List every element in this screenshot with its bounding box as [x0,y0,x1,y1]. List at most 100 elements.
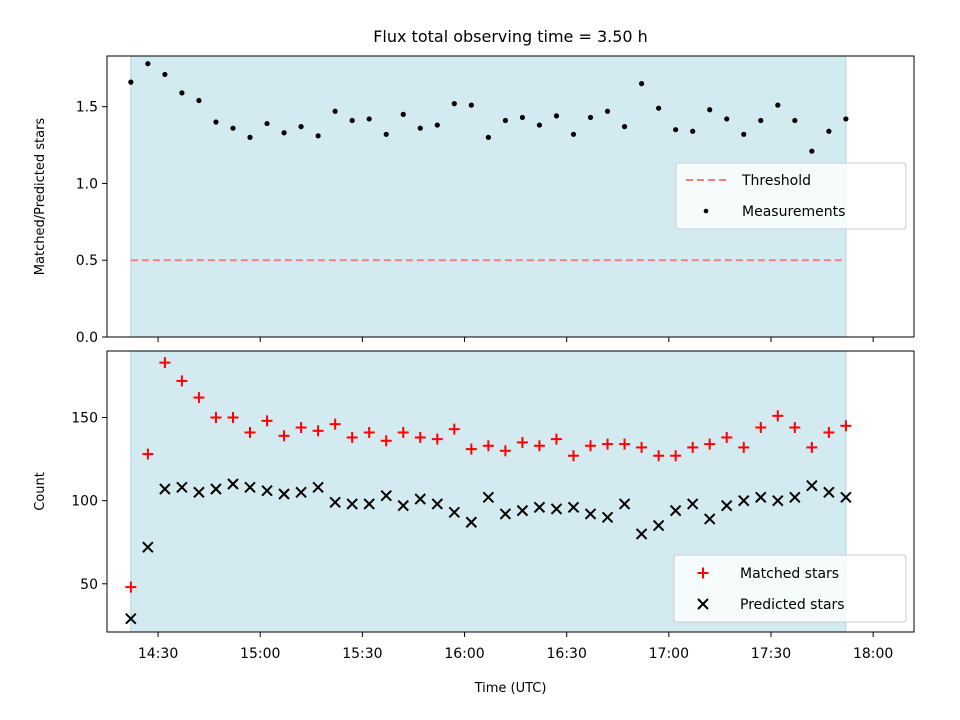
matched-star-point [823,426,835,438]
cross-stroke-b [618,498,631,510]
predicted-legend-marker [697,598,709,610]
count-y-ticks: 50 100 150 [71,411,107,593]
measurement-point [707,107,713,113]
matched-star-point [431,433,443,445]
matched-star-point [533,440,545,452]
matched-star-point [448,423,460,435]
predicted-star-point [755,491,767,504]
predicted-star-point [840,491,852,504]
measurement-point [775,102,781,108]
predicted-star-point [244,481,256,494]
measurement-point [366,116,372,122]
predicted-star-point [397,499,409,512]
count-panel-frame [106,350,915,633]
matched-star-point [738,441,750,453]
cross-stroke-b [772,494,784,507]
cross-stroke-b [755,491,767,504]
measurement-point [536,122,543,128]
measurement-legend-swatch [703,208,709,214]
cross-stroke-b [533,501,546,514]
matched-star-point [176,375,188,387]
cross-stroke-b [414,493,426,505]
ratio-legend: Threshold Measurements [675,162,907,230]
predicted-star-point [635,528,648,540]
ratio-panel-frame [106,55,915,338]
matched-star-point [312,425,324,437]
measurement-point [656,105,662,111]
matched-legend-swatch [697,567,709,579]
matched-star-point [278,430,290,442]
matched-star-point [789,421,801,433]
predicted-star-point [652,519,665,532]
matched-star-point [602,438,614,450]
matched-star-point [721,431,733,443]
measurement-point [604,108,611,114]
predicted-star-point [176,481,188,494]
predicted-star-point [142,541,154,553]
measurement-point [451,101,457,107]
measurement-point [128,79,134,85]
matched-legend-label: Matched stars [740,566,839,582]
time-x-axis-label: Time (UTC) [474,681,547,696]
measurement-point [485,134,491,140]
predicted-star-point [125,612,137,625]
matched-star-point [670,450,682,462]
predicted-star-point [669,504,682,517]
predicted-star-point [193,486,205,499]
predicted-star-point [278,488,290,500]
matched-star-point [516,436,528,448]
matched-star-point [414,431,426,443]
predicted-star-point [210,483,222,495]
measurement-point [621,124,628,130]
predicted-star-point [567,501,580,514]
cross-stroke-b [278,488,290,500]
predicted-star-point [448,506,461,518]
measurement-point [468,102,474,108]
predicted-star-point [261,484,273,497]
ratio-y-ticks: 0.0 0.5 1.0 1.5 [76,100,107,346]
matched-star-point [210,412,222,424]
cross-stroke-b [397,499,409,512]
measurement-point [332,108,338,114]
ratio-x-ticks [157,337,874,342]
count-legend: Matched stars Predicted stars [673,554,907,623]
measurement-point [724,116,730,122]
matched-star-point [142,448,154,460]
x-tick-label: 15:30 [342,646,382,662]
measurement-point [587,114,594,121]
cross-stroke-b [210,483,222,495]
matched-star-points [125,357,852,593]
predicted-star-point [806,479,818,492]
chart-title: Flux total observing time = 3.50 h [373,27,648,46]
predicted-star-point [499,508,512,520]
cross-stroke-b [193,486,205,499]
matched-star-point [567,450,579,462]
measurement-point [298,124,304,130]
cross-stroke-b [499,508,512,520]
matched-star-point [550,433,562,445]
ratio-legend-box [675,162,907,230]
matched-star-point [159,357,171,369]
predicted-star-point [738,494,750,507]
predicted-star-point [601,511,614,523]
predicted-star-point [550,503,563,515]
matched-star-point [840,420,852,432]
measurement-point [792,117,798,124]
matched-star-point [806,441,818,453]
cross-stroke-b [567,501,580,514]
measurement-point [809,148,815,154]
cross-stroke-b [159,483,171,495]
measurement-point [247,134,253,140]
cross-stroke-b [840,491,852,504]
cross-stroke-b [669,504,682,517]
matched-star-point [329,418,341,430]
matched-star-point [380,435,392,447]
measurement-point [400,111,406,117]
predicted-star-point [346,498,358,510]
matched-star-point [363,426,375,438]
cross-stroke-b [635,528,648,540]
cross-stroke-b [697,598,709,610]
matched-star-point [193,392,205,404]
x-tick-label: 15:00 [240,646,280,662]
